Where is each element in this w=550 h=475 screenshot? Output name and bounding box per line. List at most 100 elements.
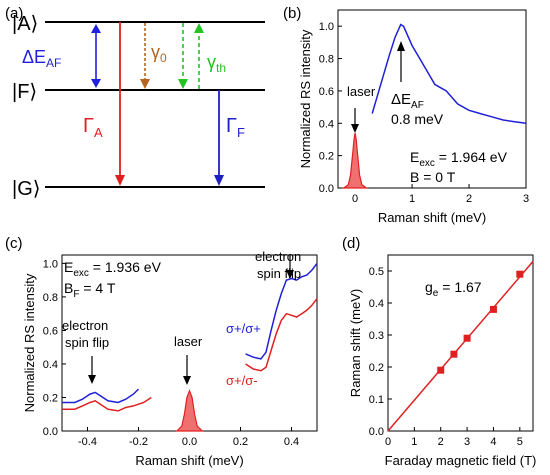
data-point	[437, 366, 445, 374]
y-tick-label: 0.8	[319, 54, 334, 66]
y-tick-label: 0.4	[369, 298, 384, 310]
plot-frame	[337, 9, 527, 189]
ge-annotation: ge = 1.67	[425, 279, 482, 299]
spin-flip-left-line2: spin flip	[65, 335, 109, 350]
x-tick-label: 0	[385, 436, 391, 448]
series-line	[371, 23, 527, 125]
panel-a-label: (a)	[5, 5, 23, 22]
x-tick-label: -0.4	[78, 436, 97, 448]
chart-c: -0.4 -0.2 0.0 0.2 0.4 0.0 0.2 0.4 0.6 0.8 1.0 Raman…	[22, 254, 318, 468]
x-axis-label: Faraday magnetic field (T)	[385, 453, 537, 468]
spin-flip-right-arrow	[286, 255, 294, 279]
y-tick-label: 0.4	[43, 359, 58, 371]
panel-d: (d) 0 1 2 3 4 5 0.0 0.1 0.2 0.3 0.4 0.5 Faraday magn…	[342, 235, 536, 468]
y-tick-label: 0.0	[319, 183, 334, 195]
fit-line	[387, 260, 534, 432]
panel-b: (b) 0 1 2 3 0.0 0.2 0.4 0.6 0.8 1.0 Raman shift (m…	[283, 5, 529, 225]
level-a-label: |A⟩	[12, 13, 38, 35]
gammath-down-arrow	[178, 23, 188, 89]
series-line	[62, 388, 140, 404]
y-tick-label: 0.4	[319, 118, 334, 130]
gammath-label: γth	[207, 52, 226, 75]
laser-peak	[341, 132, 369, 189]
y-tick-label: 0.3	[369, 330, 384, 342]
series-line	[62, 396, 152, 412]
x-tick-label: 0.0	[182, 436, 197, 448]
gammath-up-arrow	[194, 23, 204, 89]
data-point	[516, 270, 524, 278]
chart-d: 0 1 2 3 4 5 0.0 0.1 0.2 0.3 0.4 0.5 Faraday magnetic…	[348, 254, 537, 468]
y-tick-label: 1.0	[43, 258, 58, 270]
series-line	[245, 298, 318, 372]
level-g-label: |G⟩	[12, 178, 41, 200]
laser-peak	[175, 389, 204, 432]
x-tick-label: 5	[517, 436, 523, 448]
data-point	[489, 305, 497, 313]
x-tick-label: 0	[352, 193, 358, 205]
level-f-label: |F⟩	[12, 81, 37, 103]
y-axis-label: Raman shift (meV)	[348, 289, 363, 397]
y-tick-label: 0.0	[369, 426, 384, 438]
x-tick-label: -0.2	[129, 436, 148, 448]
panel-a: (a) |A⟩ |F⟩ |G⟩ ΔEAF ΓA γ0	[5, 5, 265, 200]
b-field-annotation-b: B = 0 T	[410, 169, 456, 185]
y-tick-label: 0.5	[369, 266, 384, 278]
panel-d-label: (d)	[342, 235, 360, 252]
y-tick-label: 0.2	[43, 392, 58, 404]
x-tick-label: 4	[490, 436, 496, 448]
series-line	[245, 262, 318, 360]
spin-flip-right-line2: spin flip	[257, 266, 301, 281]
gamma-a-arrow	[115, 22, 125, 186]
delta-eaf-arrow	[91, 24, 101, 88]
gamma0-arrow	[140, 23, 150, 89]
laser-arrow-c	[183, 355, 191, 385]
gamma-a-label: ΓA	[83, 115, 103, 140]
eexc-annotation-b: Eexc = 1.964 eV	[410, 149, 508, 169]
x-tick-label: 3	[464, 436, 470, 448]
eexc-annotation-c: Eexc = 1.936 eV	[64, 259, 162, 279]
delta-eaf-arrow-b	[397, 41, 405, 82]
panel-c-label: (c)	[5, 235, 23, 252]
x-tick-label: 2	[466, 193, 472, 205]
gamma0-label: γ0	[151, 42, 167, 65]
laser-annotation-c: laser	[174, 334, 203, 349]
y-tick-label: 0.2	[369, 362, 384, 374]
y-axis-label: Normalized RS intensity	[298, 29, 313, 168]
y-tick-label: 0.6	[43, 325, 58, 337]
chart-b: 0 1 2 3 0.0 0.2 0.4 0.6 0.8 1.0 Raman shift (meV) N…	[298, 9, 529, 225]
delta-eaf-annotation-b: ΔEAF	[391, 91, 424, 111]
y-tick-label: 0.6	[319, 86, 334, 98]
x-tick-label: 1	[409, 193, 415, 205]
x-tick-label: 2	[438, 436, 444, 448]
x-axis-label: Raman shift (meV)	[135, 453, 243, 468]
spin-flip-right-line1: electron	[255, 249, 301, 264]
x-tick-label: 3	[523, 193, 529, 205]
delta-eaf-label: ΔEAF	[22, 47, 61, 70]
data-point	[463, 334, 471, 342]
y-tick-label: 0.2	[319, 151, 334, 163]
y-tick-label: 0.0	[43, 426, 58, 438]
panel-c: (c) -0.4 -0.2 0.0 0.2 0.4 0.0 0.2 0.4 0.6 0.8 1.0 R…	[5, 235, 318, 468]
laser-arrow-b	[351, 108, 359, 133]
legend-blue: σ+/σ+	[226, 321, 261, 336]
spin-flip-left-line1: electron	[62, 318, 108, 333]
data-point	[450, 350, 458, 358]
gamma-f-arrow	[214, 90, 224, 186]
bf-annotation-c: BF = 4 T	[64, 280, 116, 300]
delta-eaf-value-b: 0.8 meV	[391, 111, 444, 127]
x-tick-label: 0.4	[284, 436, 299, 448]
x-axis-label: Raman shift (meV)	[378, 210, 486, 225]
laser-annotation-b: laser	[347, 84, 376, 99]
y-axis-label: Normalized RS intensity	[22, 273, 37, 412]
y-tick-label: 1.0	[319, 21, 334, 33]
legend-red: σ+/σ-	[226, 373, 258, 388]
x-tick-label: 1	[411, 436, 417, 448]
gamma-f-label: ΓF	[226, 115, 245, 140]
y-tick-label: 0.8	[43, 292, 58, 304]
plot-frame	[387, 254, 534, 432]
spin-flip-left-arrow	[88, 356, 96, 384]
y-tick-label: 0.1	[369, 394, 384, 406]
panel-b-label: (b)	[283, 5, 301, 22]
x-tick-label: 0.2	[233, 436, 248, 448]
